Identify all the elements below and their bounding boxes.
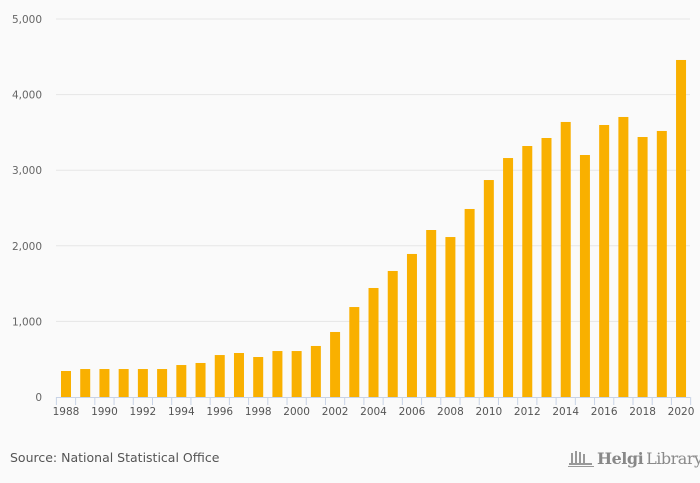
source-note: Source: National Statistical Office <box>10 450 220 465</box>
bar-1995 <box>195 362 206 397</box>
bar-2003 <box>349 307 360 397</box>
bar-2001 <box>310 345 321 397</box>
bar-2007 <box>426 229 437 397</box>
bar-2006 <box>406 253 417 397</box>
bar-1998 <box>253 357 264 397</box>
bar-1996 <box>214 355 225 397</box>
x-tick-label: 1996 <box>206 406 233 418</box>
bar-2015 <box>579 155 590 397</box>
x-tick-label: 2014 <box>552 406 579 418</box>
bar-1988 <box>61 370 71 397</box>
x-tick-label: 2016 <box>591 406 618 418</box>
bar-2011 <box>503 158 514 397</box>
bar-1989 <box>80 369 91 397</box>
x-tick-label: 1992 <box>130 406 157 418</box>
y-tick-label: 2,000 <box>12 241 42 253</box>
bar-2019 <box>656 130 667 397</box>
x-tick-label: 2020 <box>668 406 695 418</box>
library-icon <box>568 450 594 467</box>
x-tick-label: 2000 <box>283 406 310 418</box>
bar-2020 <box>676 59 687 398</box>
logo-text-bold: Helgi <box>597 449 644 468</box>
bar-2005 <box>387 270 398 397</box>
y-tick-label: 0 <box>35 392 42 404</box>
bar-2000 <box>291 351 302 397</box>
x-tick-label: 2006 <box>399 406 426 418</box>
x-tick-label: 1988 <box>53 406 80 418</box>
bar-2013 <box>541 137 552 398</box>
bar-2008 <box>445 237 456 397</box>
bar-1993 <box>157 369 168 397</box>
bar-2004 <box>368 287 379 397</box>
bar-1994 <box>176 365 187 397</box>
y-tick-label: 3,000 <box>12 165 42 177</box>
bar-2017 <box>618 116 629 397</box>
bar-1991 <box>118 369 129 397</box>
bar-1997 <box>233 353 244 397</box>
x-tick-label: 2004 <box>360 406 387 418</box>
x-tick-label: 1990 <box>91 406 118 418</box>
bar-1990 <box>99 369 110 397</box>
x-tick-label: 2010 <box>475 406 502 418</box>
bar-2010 <box>483 180 494 397</box>
bar-2009 <box>464 208 475 397</box>
x-tick-label: 1994 <box>168 406 195 418</box>
y-tick-label: 5,000 <box>12 14 42 26</box>
bar-1992 <box>137 369 148 397</box>
x-tick-label: 2008 <box>437 406 464 418</box>
bar-2012 <box>522 146 533 397</box>
y-tick-label: 1,000 <box>12 316 42 328</box>
bar-chart: 0 1,000 2,000 3,000 4,000 5,000 1988 1990 1992 19… <box>12 14 695 418</box>
bar-2014 <box>560 121 571 398</box>
helgi-library-logo[interactable]: Helgi Library. <box>568 449 700 468</box>
y-tick-label: 4,000 <box>12 90 42 102</box>
x-tick-label: 2012 <box>514 406 541 418</box>
logo-text-light: Library. <box>646 449 700 468</box>
bar-2016 <box>599 124 610 397</box>
bar-1999 <box>272 351 283 397</box>
bar-2002 <box>330 331 341 397</box>
x-tick-label: 2018 <box>629 406 656 418</box>
bar-2018 <box>637 137 648 397</box>
x-tick-label: 2002 <box>322 406 349 418</box>
x-tick-label: 1998 <box>245 406 272 418</box>
